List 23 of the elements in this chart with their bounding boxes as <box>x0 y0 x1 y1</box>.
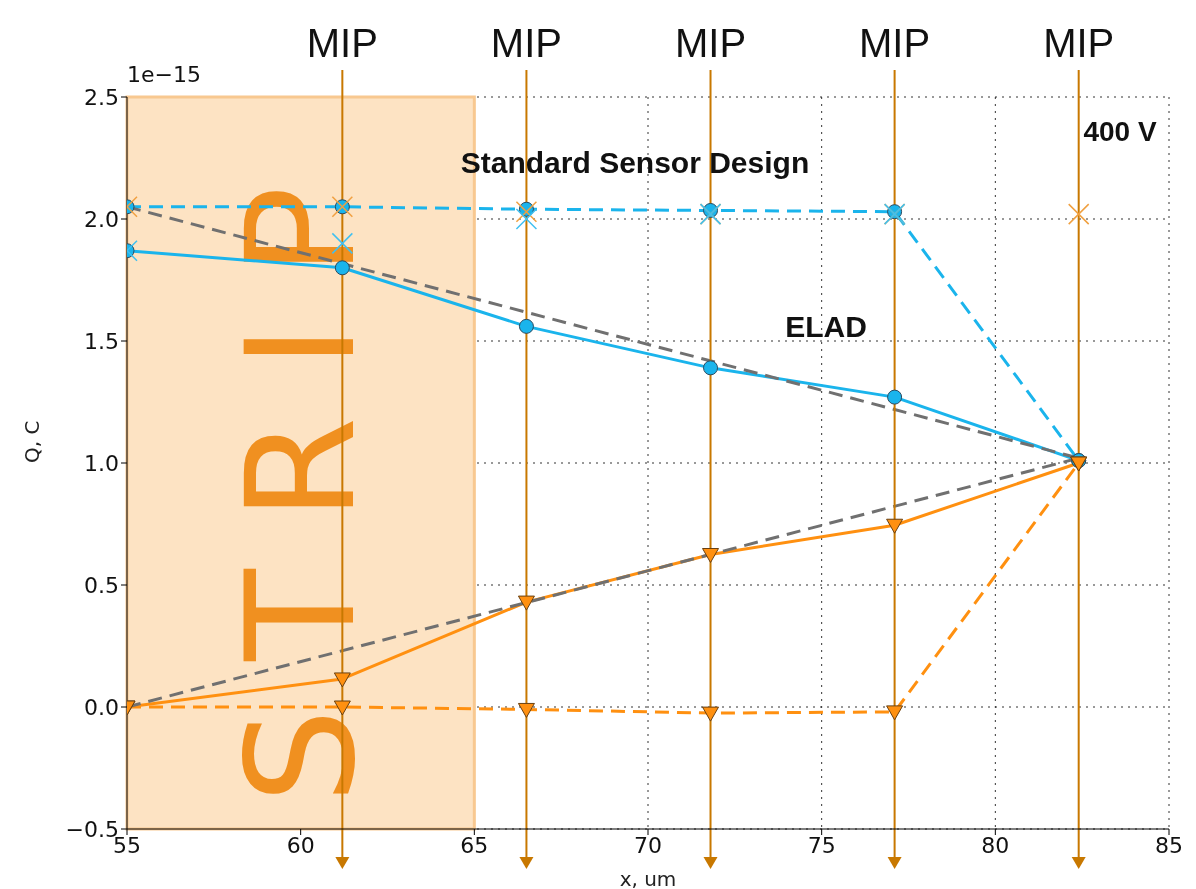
x-axis-title: x, um <box>619 867 677 889</box>
text: 1e−15 <box>127 62 201 87</box>
x-tick-label: 80 <box>981 832 1010 858</box>
x-tick-label: 70 <box>634 832 662 858</box>
x-tick-label: 60 <box>286 832 315 858</box>
x-tick-label: 75 <box>807 832 836 858</box>
x-tick-label: 65 <box>460 832 489 858</box>
annotation: ELAD <box>785 310 867 343</box>
y-tick-label: 0.0 <box>84 694 119 720</box>
y-axis-title: Q, C <box>20 420 45 463</box>
x-tick-label: 85 <box>1155 832 1183 858</box>
y-tick-label: 2.5 <box>84 84 119 110</box>
ref-line-label: MIP <box>1043 21 1115 65</box>
ref-line-label: MIP <box>674 21 747 65</box>
band-label: STRIP <box>213 138 388 804</box>
y-tick-label: 2.0 <box>84 206 119 232</box>
y-tick-label: 1.5 <box>84 328 119 354</box>
ref-line-label: MIP <box>306 21 378 65</box>
y-tick-label: 0.5 <box>84 572 119 598</box>
ref-line-label: MIP <box>490 21 562 65</box>
annotation: 400 V <box>1083 116 1157 147</box>
ref-line-label: MIP <box>859 21 931 65</box>
y-tick-label: 1.0 <box>84 450 119 476</box>
